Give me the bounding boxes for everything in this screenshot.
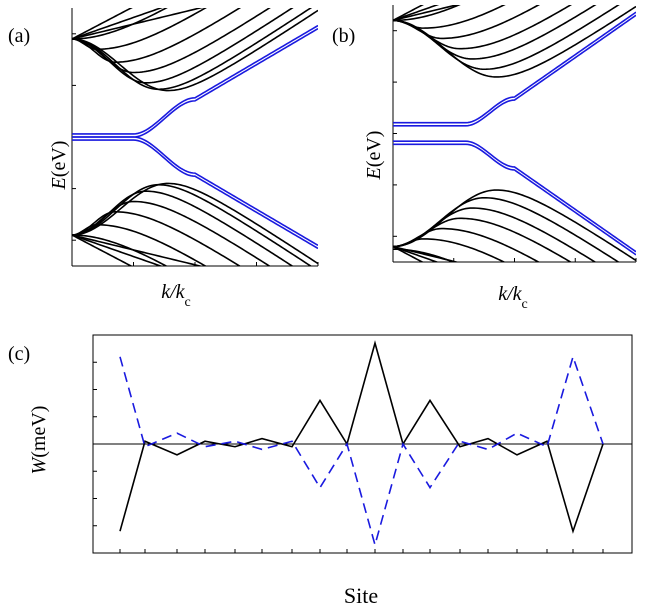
edge-band-line: [72, 139, 318, 250]
edge-band-line: [393, 11, 636, 124]
panel-b-frame: [392, 5, 637, 263]
panel-c-plot-area: [119, 340, 604, 548]
bulk-band-upper: [393, 5, 461, 22]
bulk-band-lower: [393, 196, 620, 262]
bulk-band-lower: [72, 234, 133, 266]
bulk-band-upper: [393, 5, 620, 71]
edge-band-line: [393, 14, 636, 127]
panel-c: (c) Site W(meV): [8, 334, 633, 608]
bulk-band-upper: [72, 8, 133, 40]
edge-band-line: [393, 143, 636, 256]
panel-a: (a) k/kc E(eV): [8, 8, 319, 310]
bulk-band-lower: [393, 238, 506, 262]
edge-band-line: [72, 136, 318, 247]
bulk-band-lower: [393, 245, 424, 262]
bulk-band-lower: [72, 190, 294, 266]
panel-b-plot-area: [393, 5, 636, 262]
bulk-band-lower: [393, 189, 636, 262]
bulk-band-lower: [393, 227, 541, 262]
bulk-band-lower: [72, 234, 204, 266]
panel-c-label: (c): [8, 343, 30, 365]
bulk-band-lower: [72, 234, 164, 266]
panel-a-label: (a): [8, 25, 30, 47]
panel-c-frame: [92, 334, 633, 554]
series-solid-line: [119, 340, 604, 534]
bulk-band-lower: [393, 245, 440, 262]
panel-c-xlabel: Site: [344, 583, 378, 608]
bulk-band-lower: [72, 183, 313, 266]
bulk-band-upper: [393, 5, 636, 78]
bulk-band-lower: [72, 234, 168, 266]
panel-a-ylabel: E(eV): [48, 141, 70, 191]
bulk-band-upper: [72, 8, 204, 40]
panel-c-ylabel: W(meV): [28, 406, 50, 475]
panel-b: (b) k/kc E(eV): [332, 5, 637, 312]
panel-b-label: (b): [332, 25, 355, 47]
bulk-band-upper: [72, 9, 318, 92]
bulk-band-upper: [393, 5, 460, 22]
bulk-band-upper: [72, 8, 168, 40]
bulk-band-lower: [393, 245, 460, 262]
bulk-band-upper: [72, 8, 294, 84]
edge-band-line: [72, 27, 318, 138]
bulk-band-upper: [72, 8, 164, 40]
bulk-band-lower: [72, 182, 318, 265]
bulk-band-upper: [393, 5, 424, 22]
panel-b-ylabel: E(eV): [363, 131, 385, 181]
panel-a-plot-area: [72, 8, 318, 266]
bulk-band-upper: [72, 8, 207, 51]
bulk-band-upper: [393, 5, 506, 29]
bulk-band-lower: [72, 223, 207, 266]
panel-a-xlabel: k/kc: [161, 281, 191, 310]
bulk-band-lower: [393, 248, 456, 262]
panel-b-xlabel: k/kc: [498, 283, 528, 312]
bulk-band-lower: [393, 207, 597, 262]
edge-band-line: [393, 140, 636, 253]
bulk-band-upper: [393, 5, 440, 22]
bulk-band-upper: [393, 5, 541, 40]
edge-band-line: [72, 24, 318, 135]
series-dashed-line: [119, 354, 604, 548]
bulk-band-upper: [72, 8, 313, 91]
